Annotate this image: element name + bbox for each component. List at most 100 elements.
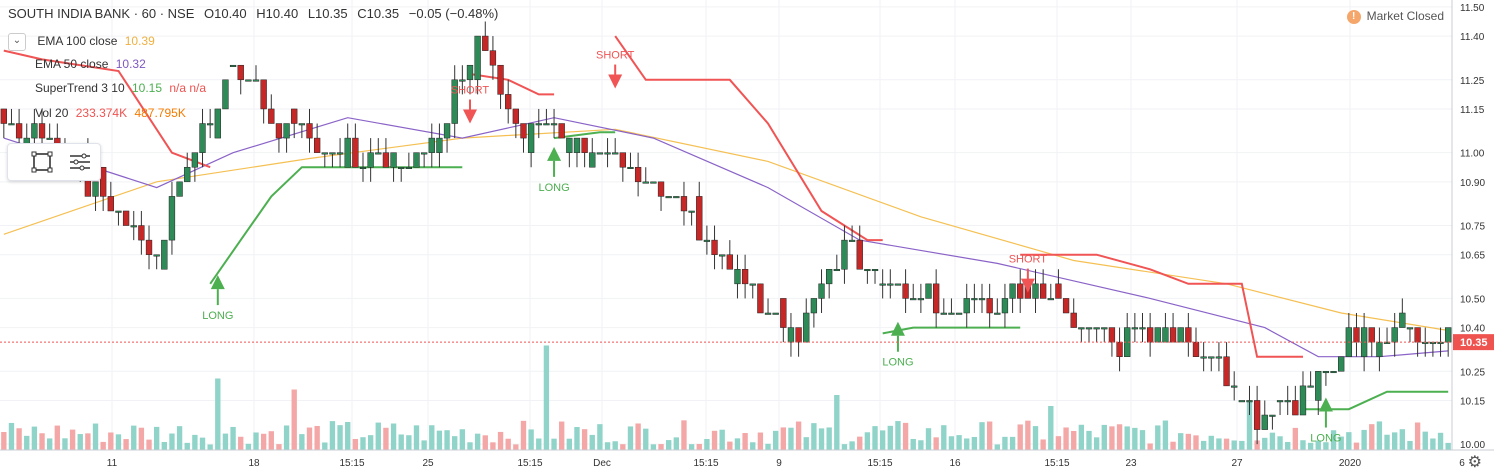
legend-ema100[interactable]: ⌄ EMA 100 close 10.39 <box>8 33 155 51</box>
candle-body <box>122 210 130 226</box>
volume-bar <box>1307 442 1314 450</box>
candle-body <box>680 196 688 212</box>
volume-bar <box>734 438 741 450</box>
gear-icon[interactable]: ⚙ <box>1467 454 1482 471</box>
candle-body <box>1292 400 1299 416</box>
candle-body <box>703 239 711 242</box>
candle-body <box>604 152 611 155</box>
volume-bar <box>620 444 626 450</box>
volume-bar <box>1124 426 1130 450</box>
ema100-path <box>3 128 1449 332</box>
candle-body <box>826 269 833 285</box>
candle-body <box>1307 385 1314 388</box>
volume-bar <box>1040 439 1046 450</box>
candle-body <box>1353 327 1360 343</box>
candle-body <box>1032 283 1039 299</box>
candle-body <box>848 239 856 242</box>
candle-body <box>1299 385 1307 416</box>
candle-body <box>566 137 573 153</box>
volume-bar <box>77 434 83 450</box>
candle-body <box>207 123 214 126</box>
volume-bar <box>169 433 175 450</box>
volume-bar <box>948 436 955 450</box>
legend-volume[interactable]: Vol 20 233.374K 487.795K <box>35 106 186 120</box>
volume-bar <box>436 430 443 450</box>
volume-bar <box>161 442 167 450</box>
time-tick-label: 15:15 <box>1044 458 1069 469</box>
volume-bar <box>1208 435 1214 450</box>
candlesticks <box>0 21 1452 445</box>
candle-body <box>1338 356 1345 372</box>
candle-body <box>642 181 649 184</box>
volume-bar <box>1078 424 1085 450</box>
volume-bar <box>345 421 351 450</box>
candle-body <box>237 64 244 81</box>
volume-bar <box>528 429 534 450</box>
settings-list-icon[interactable] <box>68 150 92 174</box>
volume-bar <box>826 427 832 450</box>
candle-body <box>627 166 634 169</box>
volume-bar <box>673 437 680 450</box>
time-tick-label: 11 <box>107 458 118 469</box>
candle-body <box>1131 327 1139 330</box>
candle-body <box>734 269 741 285</box>
volume-bar <box>788 427 794 450</box>
volume-bar <box>299 434 305 450</box>
candle-body <box>466 64 474 81</box>
volume-label: Vol 20 <box>35 106 69 120</box>
candle-body <box>1085 327 1093 330</box>
volume-bar <box>1048 406 1054 450</box>
rectangle-select-icon[interactable] <box>30 150 54 174</box>
volume-bar <box>688 444 695 450</box>
low-value: L10.35 <box>307 6 348 21</box>
ema50-path <box>3 117 1449 358</box>
candle-body <box>92 181 99 197</box>
candle-body <box>1414 327 1421 343</box>
volume-bar <box>1002 436 1008 450</box>
last-price-label: 10.35 <box>1460 337 1488 349</box>
candle-body <box>910 298 917 301</box>
candle-body <box>879 283 886 286</box>
volume-bar <box>245 443 252 450</box>
candle-body <box>260 79 267 110</box>
candle-body <box>176 181 183 197</box>
candle-body <box>1039 283 1047 299</box>
long-signal-label: LONG <box>1310 433 1341 445</box>
volume-bar <box>390 423 397 450</box>
volume-bar <box>879 430 886 450</box>
volume-bar <box>1399 429 1406 450</box>
time-tick-label: 9 <box>776 458 782 469</box>
short-arrow-icon <box>608 74 623 89</box>
volume-bar <box>184 442 190 450</box>
legend-ema50[interactable]: EMA 50 close 10.32 <box>35 57 146 71</box>
change-value: −0.05 (−0.48%) <box>408 6 499 21</box>
legend-supertrend[interactable]: SuperTrend 3 10 10.15 n/a n/a <box>35 81 206 95</box>
long-signal-label: LONG <box>202 310 233 322</box>
volume-bar <box>643 428 649 450</box>
supertrend-down-segment <box>1020 253 1303 358</box>
candle-body <box>359 166 367 169</box>
volume-bar <box>1392 432 1398 450</box>
volume-bar <box>352 438 359 450</box>
candle-body <box>634 166 642 183</box>
candle-body <box>673 196 680 199</box>
volume-bar <box>306 427 313 450</box>
volume-bar <box>1178 433 1184 450</box>
volume-bar <box>1277 436 1283 450</box>
candle-body <box>1162 327 1169 343</box>
candle-body <box>382 152 390 168</box>
volume-bar <box>864 432 871 450</box>
volume-bar <box>1009 436 1016 450</box>
collapse-legend-button[interactable]: ⌄ <box>8 33 26 51</box>
candle-body <box>46 137 53 140</box>
volume-bar <box>696 443 702 450</box>
candle-body <box>1269 414 1276 417</box>
market-status[interactable]: ! Market Closed <box>1346 9 1444 24</box>
volume-bar <box>482 435 488 450</box>
price-tick-label: 10.90 <box>1460 178 1485 189</box>
volume-bar <box>1376 421 1383 450</box>
volume-bar <box>459 429 466 450</box>
volume-bar <box>360 437 366 450</box>
